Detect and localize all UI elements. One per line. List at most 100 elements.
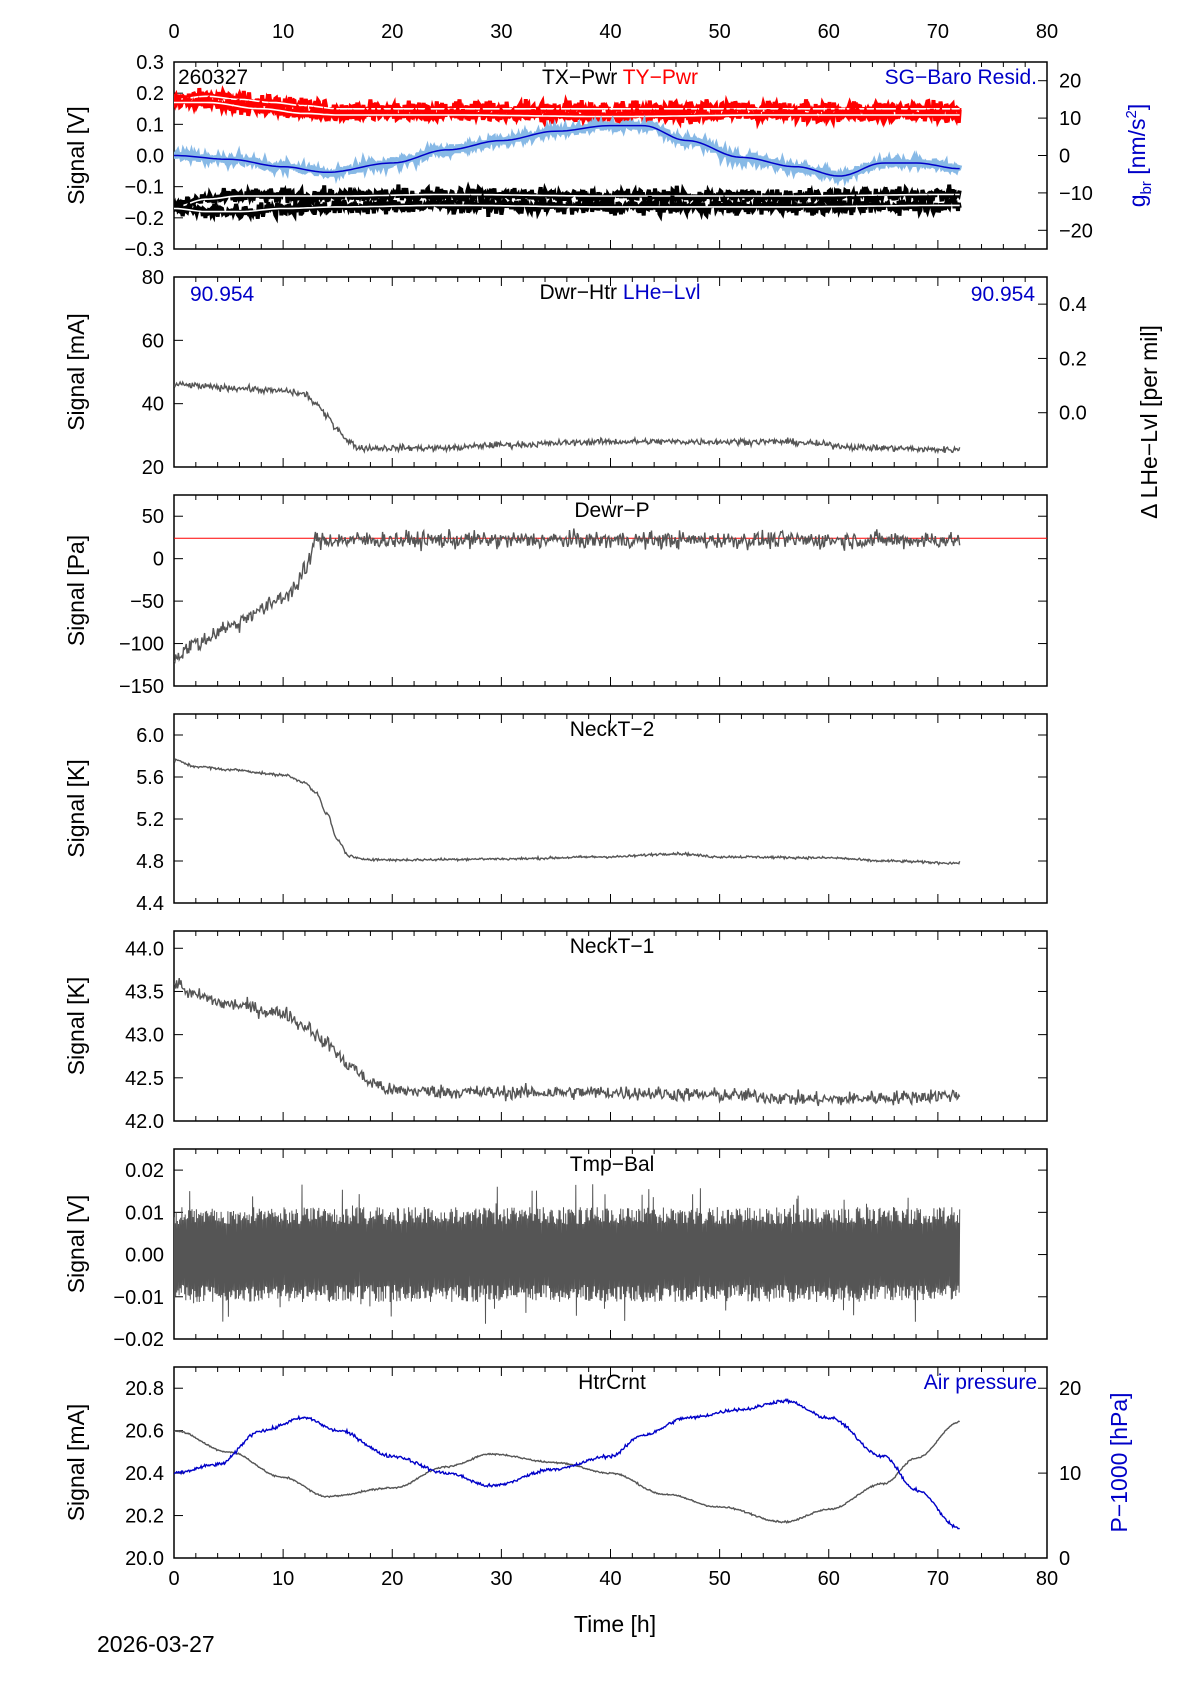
panel-title: TX−Pwr TY−Pwr — [542, 66, 698, 89]
bottom-x-tick-label: 50 — [709, 1568, 731, 1590]
panel-title: Dwr−Htr LHe−Lvl — [539, 281, 700, 304]
y-tick-label: 0.02 — [125, 1160, 164, 1182]
y-tick-label: −0.2 — [125, 208, 164, 230]
y-tick-label: −150 — [119, 676, 164, 698]
y-tick-label: −0.02 — [113, 1329, 164, 1351]
y-axis-label: Signal [mA] — [63, 1404, 89, 1522]
bottom-x-tick-label: 60 — [818, 1568, 840, 1590]
y-tick-label: 0.00 — [125, 1245, 164, 1267]
y-tick-label: −0.1 — [125, 177, 164, 199]
y-tick-label: 6.0 — [136, 725, 164, 747]
y-axis-label: Signal [K] — [63, 759, 89, 857]
lhe-right-value: 90.954 — [971, 283, 1036, 306]
y2-axis-label: P−1000 [hPa] — [1106, 1392, 1132, 1532]
y-tick-label: 0.0 — [136, 146, 164, 168]
bottom-x-tick-label: 0 — [168, 1568, 179, 1590]
y-tick-label: 44.0 — [125, 938, 164, 960]
y-tick-label: −0.01 — [113, 1287, 164, 1309]
y-tick-label: 42.0 — [125, 1111, 164, 1133]
y-tick-label: 0.01 — [125, 1202, 164, 1224]
y-tick-label: 20.8 — [125, 1378, 164, 1400]
lhe-left-value: 90.954 — [190, 283, 255, 306]
y2-tick-label: −20 — [1059, 220, 1093, 242]
y-tick-label: 40 — [142, 394, 164, 416]
top-x-tick-label: 70 — [927, 21, 949, 43]
y-tick-label: 20.0 — [125, 1548, 164, 1570]
top-x-tick-label: 60 — [818, 21, 840, 43]
bottom-x-tick-label: 40 — [599, 1568, 621, 1590]
top-x-tick-label: 50 — [709, 21, 731, 43]
panel-title: Tmp−Bal — [570, 1153, 655, 1176]
y-tick-label: −0.3 — [125, 239, 164, 261]
y-tick-label: −50 — [130, 591, 164, 613]
bottom-x-tick-label: 70 — [927, 1568, 949, 1590]
bottom-x-tick-label: 80 — [1036, 1568, 1058, 1590]
y-axis-label: Signal [V] — [63, 106, 89, 204]
y2-tick-label: 0 — [1059, 146, 1070, 168]
series-halo — [174, 114, 963, 187]
y-tick-label: 20.6 — [125, 1421, 164, 1443]
top-x-tick-label: 0 — [168, 21, 179, 43]
y2-tick-label: 10 — [1059, 108, 1081, 130]
x-axis-label: Time [h] — [574, 1611, 656, 1637]
y-tick-label: 5.6 — [136, 767, 164, 789]
series-trend — [174, 204, 960, 213]
y-tick-label: 4.4 — [136, 893, 164, 915]
panel-p3: −150 −100 −50 0 50 Signal [Pa] Dewr−P — [63, 494, 1048, 698]
y2-tick-label: 20 — [1059, 71, 1081, 93]
y2-tick-label: 0.2 — [1059, 348, 1087, 370]
bottom-x-tick-label: 10 — [272, 1568, 294, 1590]
y2-tick-label: 0.0 — [1059, 403, 1087, 425]
y-tick-label: 0.1 — [136, 114, 164, 136]
y-axis-label: Signal [V] — [63, 1195, 89, 1293]
panel-p1: −0.3 −0.2 −0.1 0.0 0.1 0.2 0.3 −20 −10 0 10 20 Signa… — [63, 52, 1155, 261]
plot-frame — [173, 713, 1048, 904]
bottom-x-tick-label: 20 — [381, 1568, 403, 1590]
panel-right-label: Air pressure — [924, 1371, 1037, 1394]
panel-date-label: 260327 — [178, 66, 248, 89]
y-axis-label: Signal [Pa] — [63, 535, 89, 646]
series-TX−Pwr (upper) — [174, 181, 962, 215]
top-x-tick-label: 80 — [1036, 21, 1058, 43]
series-Air pressure — [174, 1398, 960, 1530]
y-tick-label: 0.2 — [136, 83, 164, 105]
panel-p6: −0.02 −0.01 0.00 0.01 0.02 Signal [V] Tmp−Bal — [63, 1148, 1048, 1351]
panel-p4: 4.4 4.8 5.2 5.6 6.0 Signal [K] NeckT−2 — [63, 713, 1048, 915]
y-tick-label: 5.2 — [136, 809, 164, 831]
panel-title: Dewr−P — [574, 499, 649, 522]
y-tick-label: 20 — [142, 457, 164, 479]
panel-p7: 20.0 20.2 20.4 20.6 20.8 0 10 20 Signal [mA] P−10… — [63, 1366, 1132, 1590]
y2-axis-label: gbr [nm/s2] — [1123, 104, 1155, 208]
y-tick-label: 42.5 — [125, 1068, 164, 1090]
series-NeckT−2 — [174, 758, 961, 866]
series-Dwr−Htr — [174, 380, 961, 455]
y-tick-label: 43.0 — [125, 1025, 164, 1047]
y2-tick-label: −10 — [1059, 183, 1093, 205]
top-x-tick-label: 40 — [599, 21, 621, 43]
y2-axis-label: Δ LHe−Lvl [per mil] — [1136, 325, 1162, 519]
y-tick-label: 43.5 — [125, 981, 164, 1003]
y2-tick-label: 20 — [1059, 1378, 1081, 1400]
y2-tick-label: 0 — [1059, 1548, 1070, 1570]
panel-title: HtrCrnt — [578, 1371, 646, 1394]
y2-tick-label: 10 — [1059, 1463, 1081, 1485]
panel-title: NeckT−2 — [570, 718, 655, 741]
series-trend — [174, 101, 960, 118]
series-HtrCrnt — [174, 1420, 961, 1525]
top-x-tick-label: 30 — [490, 21, 512, 43]
y2-tick-label: 0.4 — [1059, 294, 1087, 316]
series-trend — [174, 193, 960, 208]
y-tick-label: −100 — [119, 634, 164, 656]
series-Dewr−P — [174, 528, 961, 664]
panel-title: NeckT−1 — [570, 935, 655, 958]
plot-frame — [173, 1366, 1048, 1559]
y-tick-label: 80 — [142, 267, 164, 289]
panel-p5: 42.0 42.5 43.0 43.5 44.0 Signal [K] NeckT−1 — [63, 930, 1048, 1133]
plot-frame — [173, 494, 1048, 687]
y-axis-label: Signal [K] — [63, 977, 89, 1075]
panel-right-label: SG−Baro Resid. — [885, 66, 1037, 89]
series-NeckT−1 — [174, 978, 961, 1107]
y-tick-label: 20.4 — [125, 1463, 164, 1485]
y-tick-label: 60 — [142, 330, 164, 352]
